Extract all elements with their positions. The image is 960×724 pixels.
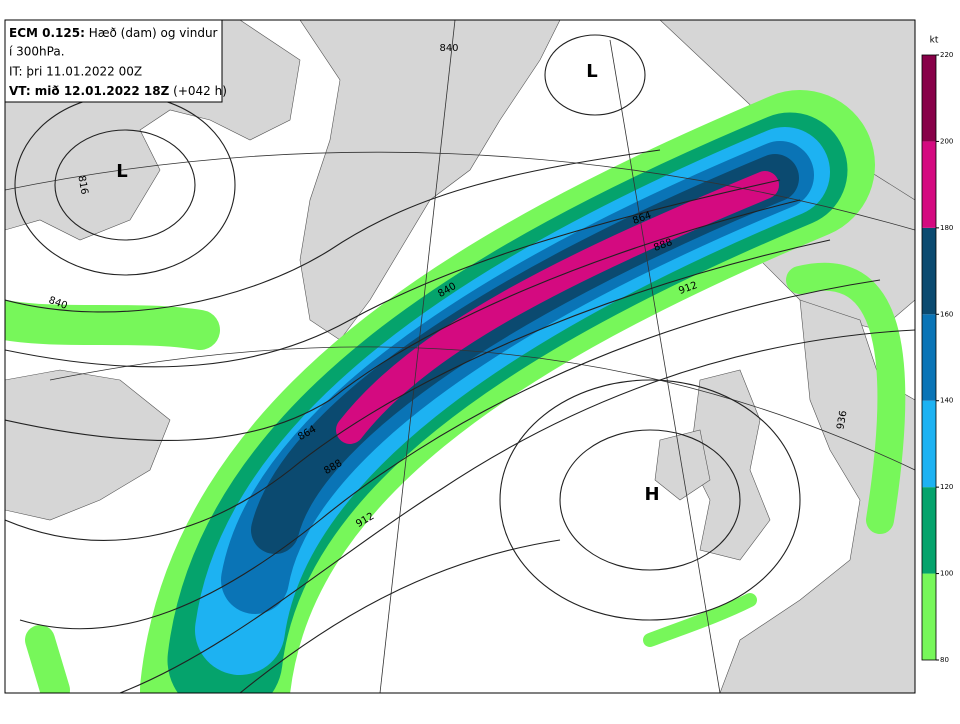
colorbar-bin <box>922 400 936 488</box>
level: í 300hPa. <box>9 45 65 59</box>
model: ECM 0.125: <box>9 26 85 40</box>
colorbar-frame <box>921 54 937 661</box>
pressure-center: H <box>644 484 659 505</box>
map-frame <box>4 19 916 694</box>
height-contours <box>5 34 915 693</box>
colorbar-tick-label: 100 <box>940 570 953 578</box>
colorbar-tick-label: 160 <box>940 310 953 318</box>
colorbar-tick-label: 140 <box>940 397 953 405</box>
colorbar-bin <box>922 227 936 315</box>
initial-time: IT: þri 11.01.2022 00Z <box>9 65 142 79</box>
colorbar-unit: kt <box>930 36 939 46</box>
valid-time: VT: mið 12.01.2022 18Z <box>9 84 170 98</box>
colorbar-tick-label: 180 <box>940 224 953 232</box>
meridian <box>609 39 721 693</box>
header-line: VT: mið 12.01.2022 18Z (+042 h) <box>9 84 227 98</box>
contour-label: 816 <box>75 175 89 196</box>
jet-shading <box>5 90 906 693</box>
colorbar-bin <box>922 487 936 574</box>
land <box>5 369 171 521</box>
lead-time: (+042 h) <box>173 84 227 98</box>
colorbar-bin <box>922 573 936 660</box>
description: Hæð (dam) og vindur <box>89 26 218 40</box>
land <box>654 429 711 501</box>
contour-label: 936 <box>835 410 849 431</box>
colorbar-tick-label: 200 <box>940 137 953 145</box>
colorbar-bin <box>922 141 936 228</box>
colorbar-tick-label: 80 <box>940 656 949 664</box>
land <box>299 20 561 341</box>
meridian <box>379 20 456 693</box>
header-box <box>4 19 223 103</box>
colorbar: 80 100 120 140 160 180 200 220 <box>921 51 953 664</box>
pressure-center: L <box>116 161 127 182</box>
colorbar-bin <box>922 314 936 401</box>
header-line: ECM 0.125: Hæð (dam) og vindur <box>9 26 218 40</box>
pressure-center: L <box>586 61 597 82</box>
parallel <box>5 151 915 231</box>
contour-label: 840 <box>439 43 458 54</box>
colorbar-tick-label: 220 <box>940 51 953 59</box>
colorbar-bin <box>922 55 936 142</box>
colorbar-tick-label: 120 <box>940 483 953 491</box>
parallel <box>49 346 915 471</box>
